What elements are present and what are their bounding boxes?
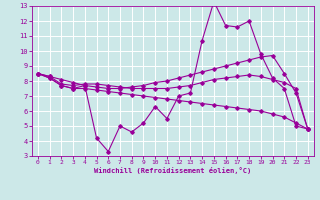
X-axis label: Windchill (Refroidissement éolien,°C): Windchill (Refroidissement éolien,°C)	[94, 167, 252, 174]
